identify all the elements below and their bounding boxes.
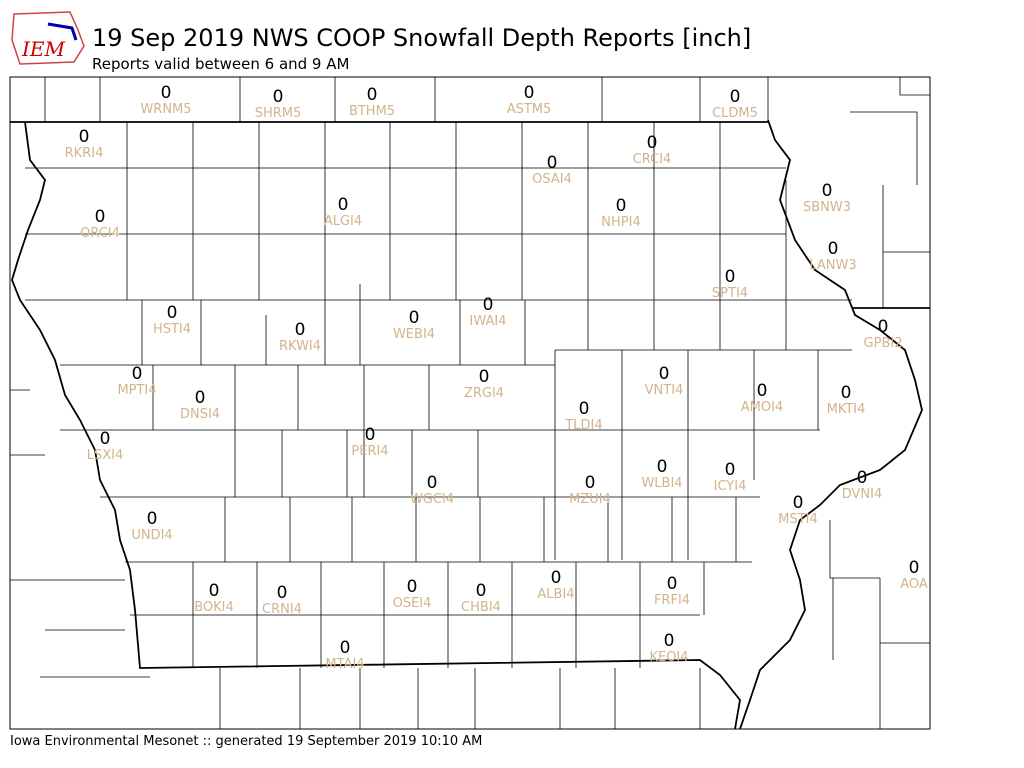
station-id: OSAI4 bbox=[532, 172, 572, 187]
station-value: 0 bbox=[209, 581, 220, 601]
station-value: 0 bbox=[828, 239, 839, 259]
station-value: 0 bbox=[616, 196, 627, 216]
station-id: RKWI4 bbox=[279, 339, 321, 354]
station-value: 0 bbox=[365, 425, 376, 445]
station-value: 0 bbox=[878, 317, 889, 337]
station-value: 0 bbox=[657, 457, 668, 477]
station-id: WRNM5 bbox=[140, 102, 191, 117]
station-value: 0 bbox=[667, 574, 678, 594]
station-id: PERI4 bbox=[351, 444, 388, 459]
station-value: 0 bbox=[295, 320, 306, 340]
station-value: 0 bbox=[479, 367, 490, 387]
station-value: 0 bbox=[909, 558, 920, 578]
logo: IEM bbox=[11, 11, 85, 65]
station-id: GPBI2 bbox=[864, 336, 903, 351]
station-id: ORCI4 bbox=[80, 226, 120, 241]
subtitle: Reports valid between 6 and 9 AM bbox=[92, 55, 349, 73]
station-id: CLDM5 bbox=[712, 106, 758, 121]
station-value: 0 bbox=[95, 207, 106, 227]
station-id: UNDI4 bbox=[131, 528, 172, 543]
station-value: 0 bbox=[427, 473, 438, 493]
station-id: TLDI4 bbox=[564, 418, 602, 433]
station-value: 0 bbox=[730, 87, 741, 107]
station-value: 0 bbox=[585, 473, 596, 493]
station-value: 0 bbox=[100, 429, 111, 449]
station-value: 0 bbox=[79, 127, 90, 147]
station-value: 0 bbox=[793, 493, 804, 513]
station-value: 0 bbox=[147, 509, 158, 529]
station-id: DNSI4 bbox=[180, 407, 220, 422]
state-borders bbox=[10, 119, 930, 730]
station-value: 0 bbox=[407, 577, 418, 597]
map-frame bbox=[9, 76, 931, 730]
station-value: 0 bbox=[857, 468, 868, 488]
station-id: MTAI4 bbox=[325, 657, 364, 672]
station-id: WGCI4 bbox=[410, 492, 454, 507]
station-id: SPTI4 bbox=[712, 286, 748, 301]
station-id: ALGI4 bbox=[324, 214, 362, 229]
station-id: MKTI4 bbox=[827, 402, 866, 417]
station-value: 0 bbox=[367, 85, 378, 105]
station-id: OSEI4 bbox=[393, 596, 432, 611]
station-id: ZRGI4 bbox=[464, 386, 504, 401]
station-id: VNTI4 bbox=[645, 383, 684, 398]
station-value: 0 bbox=[161, 83, 172, 103]
logo-text: IEM bbox=[21, 37, 66, 61]
station-value: 0 bbox=[483, 295, 494, 315]
station-id: SBNW3 bbox=[803, 200, 851, 215]
station-id: NHPI4 bbox=[601, 215, 640, 230]
station-id: DVNI4 bbox=[842, 487, 883, 502]
station-value: 0 bbox=[579, 399, 590, 419]
station-id: BOKI4 bbox=[194, 600, 234, 615]
station-value: 0 bbox=[338, 195, 349, 215]
station-value: 0 bbox=[841, 383, 852, 403]
station-value: 0 bbox=[551, 568, 562, 588]
station-id: RKRI4 bbox=[65, 146, 104, 161]
station-value: 0 bbox=[659, 364, 670, 384]
station-value: 0 bbox=[132, 364, 143, 384]
station-value: 0 bbox=[524, 83, 535, 103]
station-value: 0 bbox=[647, 133, 658, 153]
station-value: 0 bbox=[664, 631, 675, 651]
station-id: LSXI4 bbox=[87, 448, 124, 463]
station-value: 0 bbox=[277, 583, 288, 603]
station-id: KEOI4 bbox=[649, 650, 688, 665]
counties bbox=[10, 77, 930, 729]
station-id: MSTI4 bbox=[778, 512, 818, 527]
station-id: BTHM5 bbox=[349, 104, 395, 119]
station-value: 0 bbox=[547, 153, 558, 173]
station-id: ALBI4 bbox=[537, 587, 574, 602]
station-id: FRFI4 bbox=[654, 593, 690, 608]
title: 19 Sep 2019 NWS COOP Snowfall Depth Repo… bbox=[92, 24, 751, 52]
station-value: 0 bbox=[822, 181, 833, 201]
station-value: 0 bbox=[725, 460, 736, 480]
station-id: AMOI4 bbox=[741, 400, 783, 415]
station-id: IWAI4 bbox=[470, 314, 507, 329]
station-value: 0 bbox=[167, 303, 178, 323]
station-id: WEBI4 bbox=[393, 327, 435, 342]
station-id: AOA bbox=[900, 577, 928, 592]
station-id: CHBI4 bbox=[461, 600, 501, 615]
station-id: ASTM5 bbox=[507, 102, 552, 117]
station-id: WLBI4 bbox=[641, 476, 682, 491]
station-value: 0 bbox=[476, 581, 487, 601]
station-value: 0 bbox=[195, 388, 206, 408]
station-id: ICYI4 bbox=[714, 479, 747, 494]
station-id: SHRM5 bbox=[255, 106, 302, 121]
station-value: 0 bbox=[757, 381, 768, 401]
station-id: LANW3 bbox=[809, 258, 856, 273]
station-id: MPTI4 bbox=[117, 383, 156, 398]
station-value: 0 bbox=[725, 267, 736, 287]
station-value: 0 bbox=[273, 87, 284, 107]
station-value: 0 bbox=[340, 638, 351, 658]
station-id: HSTI4 bbox=[153, 322, 191, 337]
footer: Iowa Environmental Mesonet :: generated … bbox=[10, 734, 482, 749]
station-id: CRNI4 bbox=[262, 602, 302, 617]
station-id: MZUI4 bbox=[569, 492, 611, 507]
station-value: 0 bbox=[409, 308, 420, 328]
station-id: CRCI4 bbox=[633, 152, 672, 167]
